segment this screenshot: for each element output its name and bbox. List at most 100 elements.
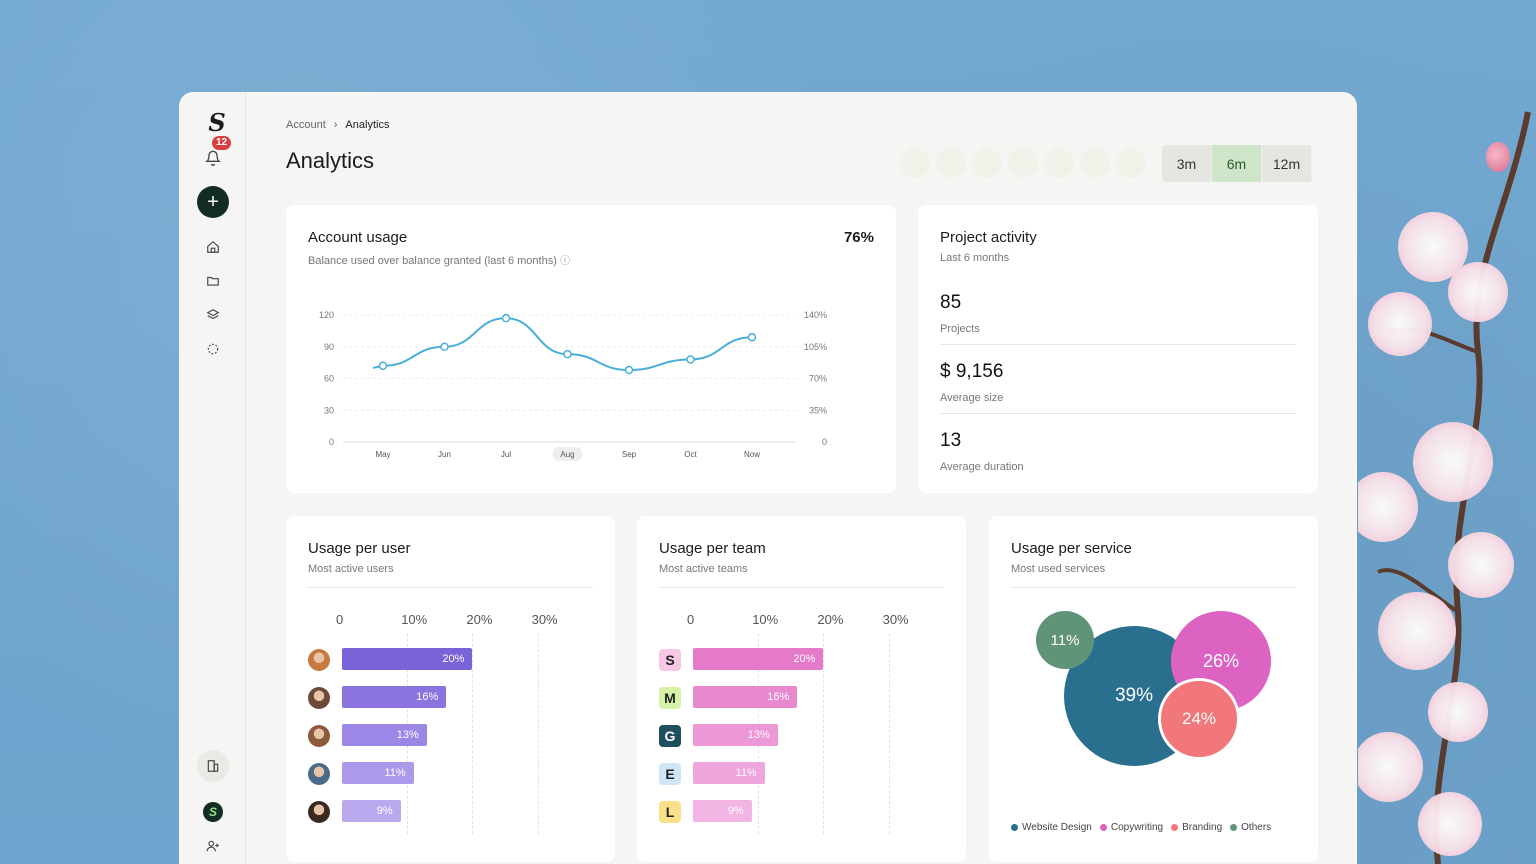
x-tick-label: Oct (684, 450, 697, 459)
bubble-others[interactable]: 11% (1036, 611, 1094, 669)
project-activity-subtitle: Last 6 months (940, 252, 1010, 264)
breadcrumb-parent[interactable]: Account (286, 119, 326, 131)
x-tick-label: Aug (560, 450, 574, 459)
bar[interactable]: 9% (342, 800, 401, 822)
sidebar-item-home[interactable] (197, 231, 229, 263)
legend-item: Branding (1171, 822, 1222, 833)
y-tick-left: 0 (329, 437, 334, 447)
list-item[interactable] (308, 762, 330, 786)
team-badge: M (659, 687, 681, 709)
legend-swatch (1011, 824, 1018, 831)
bar[interactable]: 20% (693, 648, 824, 670)
team-badge: G (659, 725, 681, 747)
x-axis-label: 10% (401, 612, 428, 627)
bar-value-label: 16% (416, 691, 439, 703)
page-title: Analytics (286, 148, 375, 173)
list-item[interactable]: G (659, 724, 681, 748)
bubble-branding[interactable]: 24% (1158, 678, 1240, 760)
bar[interactable]: 20% (342, 648, 473, 670)
stat-average-duration: 13 Average duration (940, 430, 1296, 473)
blossom-decoration (1358, 92, 1536, 864)
legend-swatch (1171, 824, 1179, 831)
sidebar-item-company[interactable] (197, 750, 229, 782)
y-tick-left: 120 (319, 310, 334, 320)
add-user-button[interactable] (197, 830, 229, 862)
stat-value: $ 9,156 (940, 361, 1004, 382)
stat-projects: 85 Projects (940, 292, 1296, 335)
stat-average-size: $ 9,156 Average size (940, 361, 1296, 404)
x-tick-label: Sep (622, 450, 637, 459)
data-point (501, 313, 511, 323)
stat-label: Projects (940, 323, 980, 335)
list-item[interactable] (308, 648, 330, 672)
usage-per-service-card: Usage per service Most used services Web… (989, 516, 1318, 862)
bar[interactable]: 9% (693, 800, 752, 822)
sidebar: S 12 + S (179, 92, 246, 864)
info-icon[interactable]: ⓘ (559, 256, 570, 267)
bar-value-label: 9% (376, 805, 393, 817)
x-tick-label: Jun (438, 450, 451, 459)
bar[interactable]: 16% (693, 686, 798, 708)
legend-item: Others (1230, 822, 1271, 833)
chevron-right-icon: › (333, 119, 338, 131)
x-axis-label: 30% (882, 612, 909, 627)
y-tick-right: 0 (822, 437, 827, 447)
data-point (686, 355, 695, 364)
x-axis-label: 0 (336, 612, 344, 627)
legend-label: Copywriting (1110, 822, 1164, 833)
bar[interactable]: 13% (342, 724, 427, 746)
account-usage-card: Account usage Balance used over balance … (286, 205, 896, 493)
range-3m-button[interactable]: 3m (1162, 145, 1212, 182)
breadcrumb-current: Analytics (345, 119, 390, 131)
x-tick-highlight (552, 447, 583, 461)
bar-value-label: 20% (793, 653, 816, 665)
legend-swatch (1099, 824, 1107, 831)
data-point (624, 365, 634, 375)
time-range-selector: 3m 6m 12m (1162, 145, 1312, 182)
list-item[interactable]: L (659, 800, 681, 824)
avatar (308, 649, 330, 671)
loader-icon (207, 343, 219, 355)
avatar (308, 687, 330, 709)
list-item[interactable]: M (659, 686, 681, 710)
account-usage-percent: 76% (843, 229, 874, 246)
list-item[interactable]: S (659, 648, 681, 672)
x-axis-label: 20% (466, 612, 493, 627)
data-point (563, 349, 572, 359)
loading-placeholder (900, 148, 1146, 178)
list-item[interactable] (308, 800, 330, 824)
create-button[interactable]: + (197, 186, 229, 218)
range-6m-button[interactable]: 6m (1212, 145, 1262, 182)
y-tick-left: 30 (324, 405, 334, 415)
list-item[interactable] (308, 686, 330, 710)
logo[interactable]: S (208, 107, 226, 137)
brand-icon[interactable]: S (203, 802, 223, 822)
y-tick-right: 140% (804, 310, 827, 320)
sidebar-item-layers[interactable] (197, 299, 229, 331)
bar[interactable]: 13% (693, 724, 778, 746)
bar[interactable]: 11% (342, 762, 414, 784)
data-point (440, 342, 449, 351)
main-content: Account › Analytics Analytics 3m 6m 12m … (286, 92, 1357, 864)
range-12m-button[interactable]: 12m (1262, 145, 1312, 182)
breadcrumb: Account › Analytics (286, 119, 389, 131)
building-icon (207, 760, 219, 772)
x-tick-label: May (375, 450, 390, 459)
avatar (308, 801, 330, 823)
sidebar-item-activity[interactable] (197, 333, 229, 365)
sidebar-item-projects[interactable] (197, 265, 229, 297)
bar[interactable]: 16% (342, 686, 447, 708)
x-axis-label: 30% (531, 612, 558, 627)
add-user-icon (206, 840, 219, 852)
project-activity-title: Project activity (940, 229, 1037, 246)
data-point (378, 361, 388, 371)
y-tick-right: 105% (804, 342, 827, 352)
notifications-button[interactable]: 12 (197, 136, 232, 174)
bar-value-label: 11% (735, 767, 757, 779)
x-tick-label: Jul (501, 450, 511, 459)
bar[interactable]: 11% (693, 762, 765, 784)
usage-per-user-subtitle: Most active users (308, 563, 394, 575)
list-item[interactable] (308, 724, 330, 748)
list-item[interactable]: E (659, 762, 681, 786)
y-tick-left: 60 (324, 374, 334, 384)
